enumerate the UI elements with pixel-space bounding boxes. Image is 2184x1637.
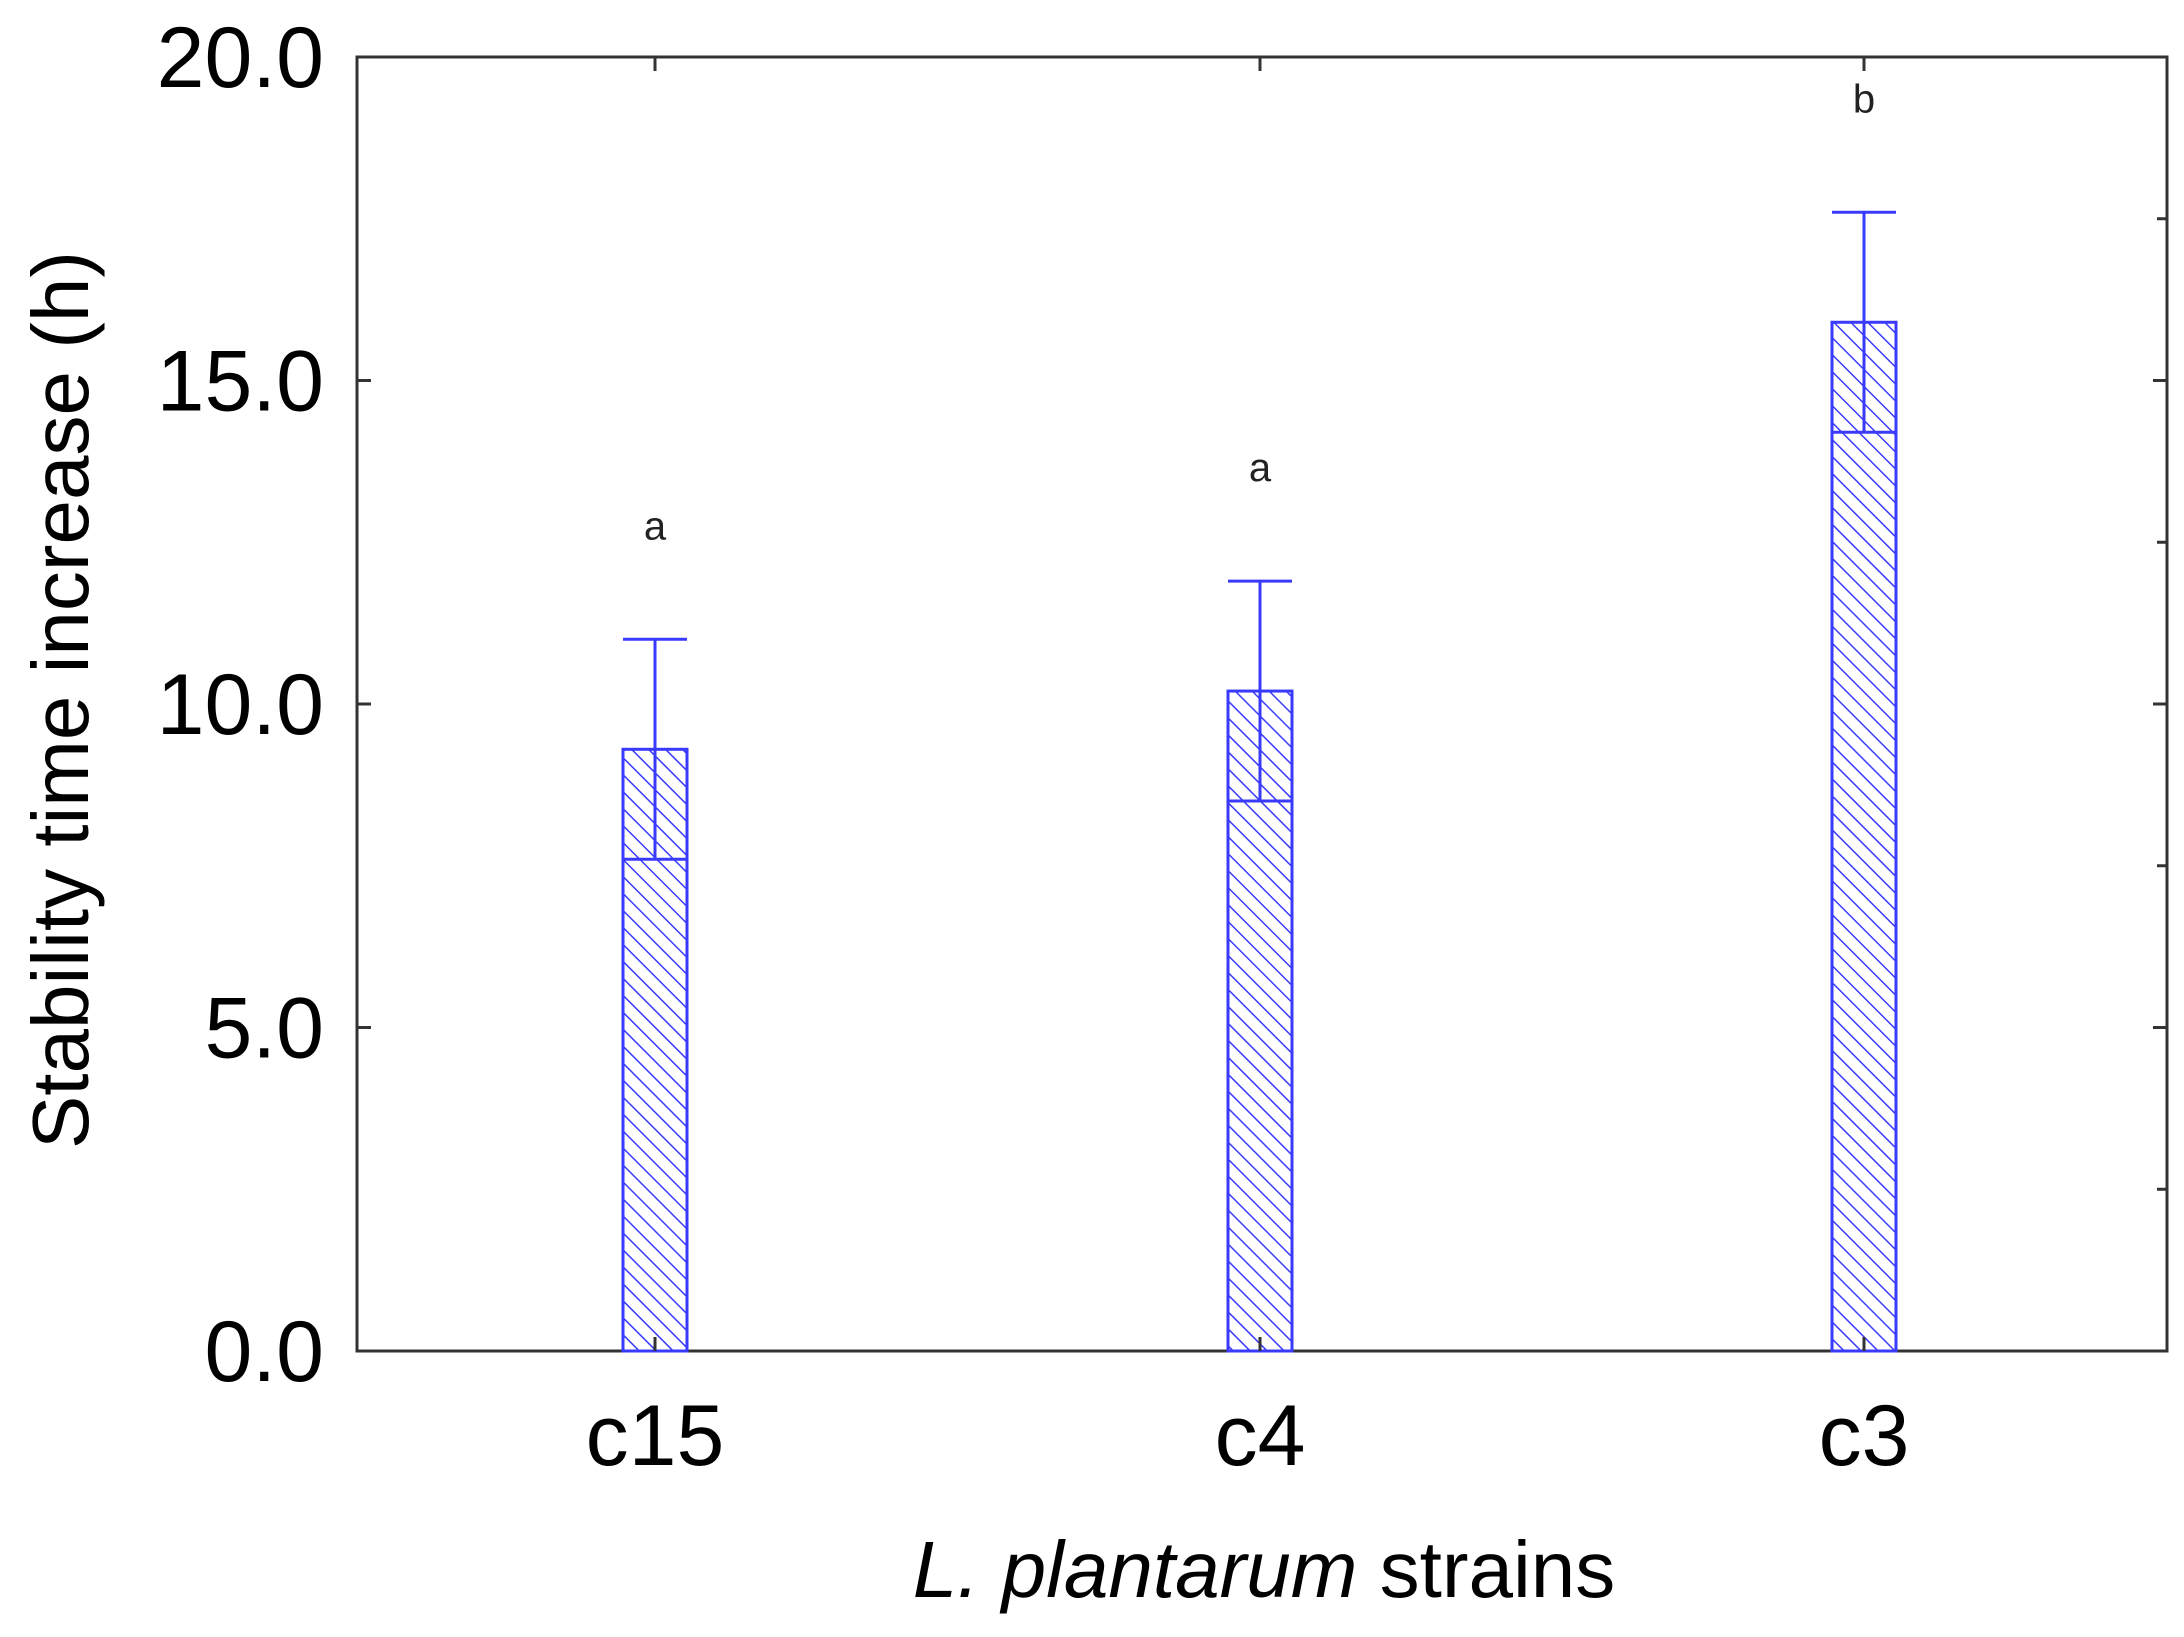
- x-tick-label: c15: [586, 1388, 725, 1484]
- y-tick-label: 0.0: [204, 1304, 324, 1400]
- x-tick-label: c4: [1215, 1388, 1306, 1484]
- y-axis: 0.0 5.0 10.0 15.0 20.0: [157, 10, 371, 1400]
- x-axis: c15 c4 c3: [586, 57, 1910, 1484]
- x-axis-title-species: L. plantarum: [913, 1525, 1358, 1614]
- y-tick-label: 15.0: [157, 334, 324, 430]
- y-tick-label: 20.0: [157, 10, 324, 106]
- significance-label-c3: b: [1853, 77, 1875, 121]
- bars-group: a a b: [621, 77, 1898, 1353]
- bar-c3: [1830, 320, 1898, 1353]
- x-axis-title: L. plantarum strains: [913, 1525, 1616, 1614]
- x-tick-label: c3: [1819, 1388, 1910, 1484]
- y-tick-label: 10.0: [157, 657, 324, 753]
- significance-label-c15: a: [644, 504, 667, 548]
- y-tick-label: 5.0: [204, 981, 324, 1077]
- x-axis-title-suffix: strains: [1380, 1525, 1616, 1614]
- y-axis-title: Stability time increase (h): [16, 251, 105, 1149]
- right-axis-ticks: [2153, 55, 2167, 1353]
- significance-label-c4: a: [1249, 446, 1272, 490]
